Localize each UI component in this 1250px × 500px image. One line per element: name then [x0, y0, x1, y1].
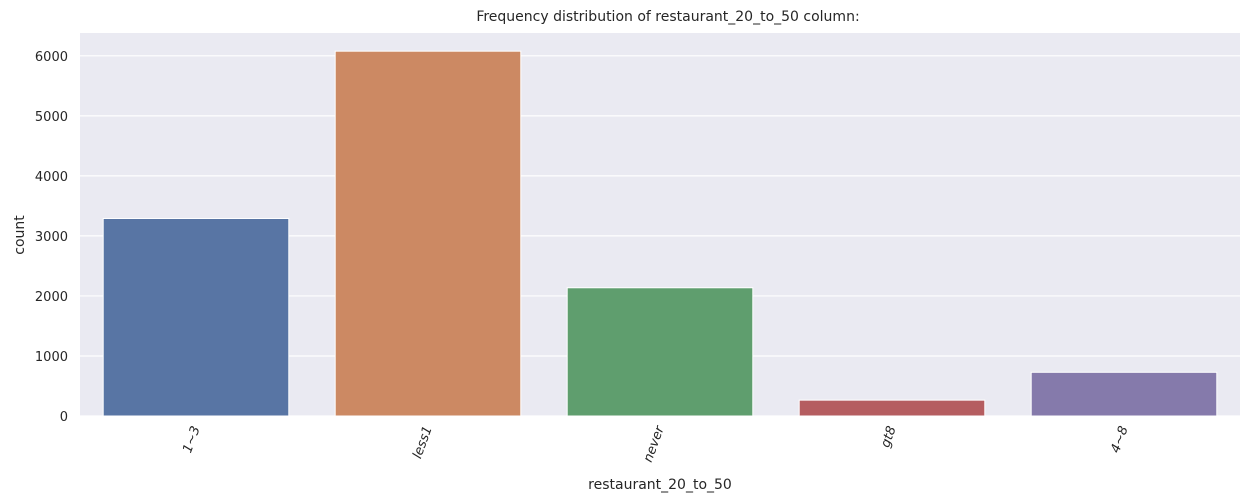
bars — [102, 50, 1218, 417]
y-tick-label: 3000 — [35, 230, 68, 245]
y-axis-ticks: 0 1000 2000 3000 4000 5000 6000 — [35, 50, 68, 425]
x-tick-label: gt8 — [878, 424, 899, 449]
y-tick-label: 4000 — [35, 170, 68, 185]
y-tick-label: 5000 — [35, 110, 68, 125]
y-tick-label: 2000 — [35, 290, 68, 305]
x-tick-label: 4~8 — [1108, 424, 1131, 455]
bar-4-8 — [1030, 371, 1218, 417]
bar-never — [566, 287, 754, 417]
y-tick-label: 0 — [60, 410, 68, 425]
bar-less1 — [334, 50, 522, 417]
x-axis-ticks: 1~3 less1 never gt8 4~8 — [180, 423, 1131, 465]
y-tick-label: 1000 — [35, 350, 68, 365]
x-tick-label: 1~3 — [180, 424, 203, 455]
x-tick-label: never — [641, 423, 668, 465]
bar-1-3 — [102, 217, 290, 417]
y-axis-label: count — [12, 215, 28, 255]
x-axis-label: restaurant_20_to_50 — [588, 477, 732, 493]
chart-title: Frequency distribution of restaurant_20_… — [476, 9, 859, 25]
x-tick-label: less1 — [410, 424, 436, 461]
bar-gt8 — [798, 399, 986, 417]
y-tick-label: 6000 — [35, 50, 68, 65]
